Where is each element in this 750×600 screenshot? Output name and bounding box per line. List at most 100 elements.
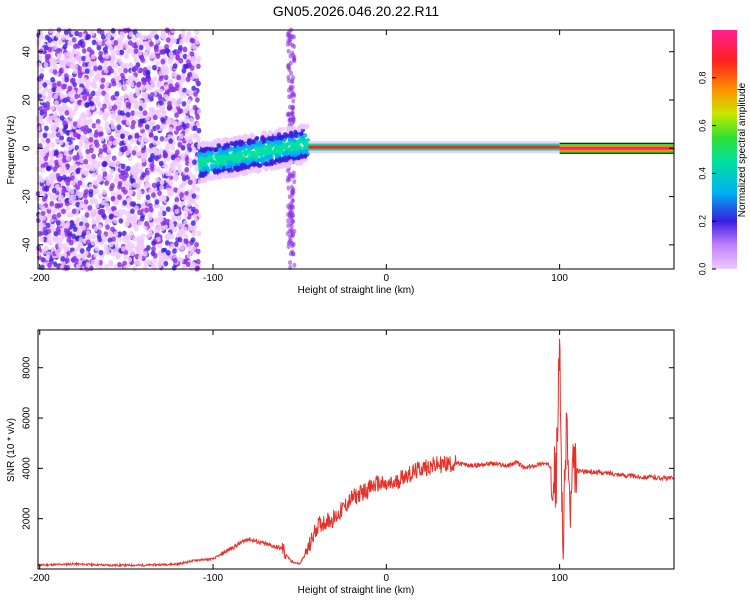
heatmap-cell (43, 62, 49, 68)
heatmap-cell (98, 148, 104, 154)
heatmap-cell (160, 104, 166, 111)
heatmap-cell (71, 250, 77, 257)
heatmap-cell (244, 158, 249, 163)
heatmap-cell (130, 170, 136, 176)
heatmap-cell (108, 231, 114, 237)
heatmap-cell (270, 158, 275, 164)
heatmap-cell (39, 67, 45, 74)
heatmap-cell (58, 139, 64, 146)
heatmap-cell (216, 143, 221, 148)
heatmap-cell (116, 57, 122, 64)
heatmap-cell (80, 101, 86, 107)
heatmap-cell (61, 208, 66, 215)
heatmap-cell (144, 137, 150, 144)
heatmap-cell (52, 64, 58, 71)
heatmap-cell (86, 234, 92, 240)
heatmap-cell (117, 194, 122, 200)
heatmap-cell (154, 34, 160, 40)
heatmap-cell (88, 132, 94, 138)
heatmap-cell (150, 192, 156, 198)
heatmap-cell (110, 123, 116, 130)
heatmap-cell (154, 199, 160, 205)
heatmap-cell (124, 221, 129, 228)
heatmap-cell (62, 174, 67, 181)
heatmap-cell (200, 168, 206, 173)
heatmap-cell (177, 228, 183, 235)
heatmap-cell (41, 205, 46, 212)
snr-x-tick-label: 100 (551, 573, 568, 584)
snr-plot-frame (37, 329, 675, 570)
heatmap-cell (161, 210, 167, 217)
heatmap-cell (62, 120, 68, 126)
heatmap-cell (68, 239, 74, 246)
heatmap-cell (165, 156, 171, 162)
heatmap-cell (188, 117, 194, 123)
heatmap-cell (64, 110, 70, 116)
heatmap-cell (70, 29, 76, 36)
heatmap-cell (123, 93, 129, 99)
heatmap-cell (37, 55, 43, 61)
heatmap-cell (189, 188, 195, 195)
heatmap-cell (194, 97, 200, 103)
heatmap-cell (70, 143, 76, 150)
heatmap-cell (110, 226, 115, 233)
heatmap-cell (39, 147, 45, 154)
heatmap-cell (157, 81, 162, 88)
spectrogram-y-tick-label: -40 (22, 237, 33, 252)
heatmap-cell (86, 111, 92, 118)
heatmap-cell (93, 65, 98, 72)
heatmap-cell (98, 154, 104, 160)
heatmap-cell (114, 175, 120, 182)
heatmap-cell (270, 137, 275, 142)
heatmap-cell (288, 85, 293, 91)
heatmap-cell (39, 236, 45, 243)
spectrogram-heatmap (35, 27, 674, 272)
heatmap-cell (190, 261, 196, 267)
heatmap-cell (106, 147, 112, 154)
heatmap-cell (108, 259, 114, 266)
snr-panel: -200 -100 0 100 2000 4000 6000 8000 Height of s… (6, 329, 675, 596)
heatmap-cell (47, 160, 52, 167)
heatmap-cell (223, 170, 229, 176)
heatmap-cell (69, 78, 75, 84)
heatmap-cell (71, 233, 77, 240)
heatmap-cell (56, 81, 62, 87)
heatmap-cell (288, 117, 293, 123)
heatmap-cell (169, 234, 175, 240)
heatmap-cell (179, 38, 184, 45)
heatmap-cell (201, 156, 206, 162)
heatmap-cell (137, 190, 143, 196)
heatmap-cell (158, 160, 164, 167)
heatmap-cell (300, 154, 305, 159)
heatmap-cell (76, 78, 81, 85)
heatmap-cell (42, 108, 48, 114)
heatmap-cell (180, 182, 186, 189)
heatmap-cell (196, 135, 201, 142)
heatmap-cell (276, 132, 282, 137)
heatmap-cell (157, 262, 163, 269)
heatmap-cell (72, 226, 78, 232)
heatmap-cell (295, 147, 300, 152)
heatmap-cell (110, 195, 116, 202)
heatmap-cell (205, 151, 210, 156)
heatmap-cell (181, 92, 187, 98)
heatmap-cell (228, 173, 234, 179)
heatmap-cell (176, 74, 182, 81)
heatmap-cell (55, 220, 61, 226)
snr-axis-ticks: -200 -100 0 100 2000 4000 6000 8000 (22, 330, 674, 584)
heatmap-cell (232, 158, 237, 163)
heatmap-cell (149, 91, 155, 98)
heatmap-cell (265, 139, 271, 145)
heatmap-cell (103, 243, 109, 250)
heatmap-cell (193, 91, 198, 97)
heatmap-cell (182, 226, 188, 232)
heatmap-cell (84, 68, 90, 74)
heatmap-cell (142, 251, 148, 257)
heatmap-cell (143, 40, 149, 47)
heatmap-cell (237, 139, 243, 144)
heatmap-cell (286, 31, 291, 37)
heatmap-cell (99, 136, 105, 142)
heatmap-cell (97, 209, 103, 215)
heatmap-cell (54, 99, 59, 106)
heatmap-cell (130, 208, 135, 215)
